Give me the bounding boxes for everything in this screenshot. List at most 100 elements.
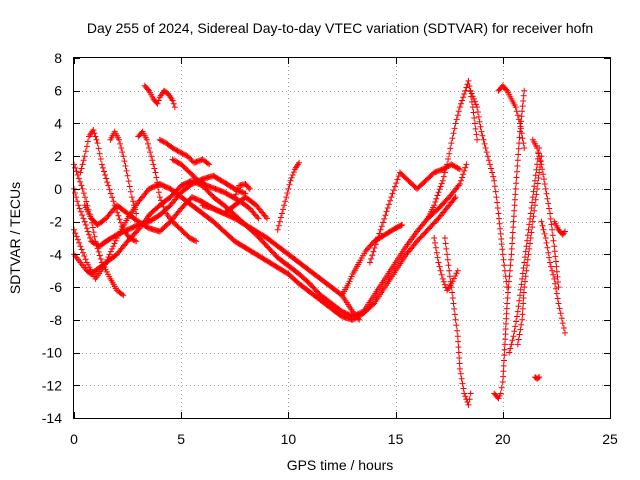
- data-point: [77, 178, 84, 185]
- data-point: [459, 97, 466, 104]
- data-point: [155, 97, 162, 104]
- data-point: [509, 229, 516, 236]
- data-point: [449, 289, 456, 296]
- data-point: [88, 215, 95, 222]
- data-point: [90, 229, 97, 236]
- data-point: [474, 104, 481, 111]
- data-point: [468, 90, 475, 97]
- data-point: [456, 355, 463, 361]
- data-point: [544, 244, 551, 251]
- data-point: [454, 267, 461, 274]
- data-point: [491, 177, 498, 184]
- data-point: [276, 218, 283, 225]
- data-point: [462, 164, 469, 171]
- data-point: [380, 219, 386, 226]
- data-point: [355, 315, 362, 322]
- series-s20: [467, 87, 511, 291]
- data-point: [553, 263, 560, 270]
- data-point: [514, 313, 520, 320]
- data-point: [544, 195, 551, 202]
- data-point: [453, 270, 460, 277]
- data-point: [448, 140, 455, 147]
- data-point: [518, 113, 525, 120]
- data-point: [130, 198, 136, 205]
- data-point: [77, 243, 84, 250]
- x-axis-label: GPS time / hours: [287, 457, 394, 473]
- x-tick-label: 5: [177, 431, 185, 447]
- data-point: [476, 118, 483, 125]
- data-point: [527, 235, 534, 241]
- data-point: [432, 199, 439, 205]
- data-point: [515, 116, 522, 123]
- data-point: [459, 174, 466, 181]
- data-point: [290, 169, 297, 176]
- data-point: [477, 123, 484, 130]
- data-point: [123, 167, 130, 174]
- data-point: [553, 290, 560, 297]
- data-point: [501, 341, 508, 348]
- data-point: [509, 337, 516, 344]
- data-point: [454, 333, 461, 340]
- data-point: [456, 104, 463, 111]
- data-point: [443, 245, 450, 252]
- data-point: [452, 120, 459, 127]
- data-point: [84, 202, 91, 209]
- data-point: [110, 243, 117, 250]
- data-point: [97, 256, 104, 262]
- data-point: [527, 210, 534, 217]
- data-point: [509, 240, 516, 247]
- series-s9: [141, 82, 178, 111]
- y-tick-label: 8: [54, 50, 62, 66]
- data-point: [501, 262, 508, 269]
- data-point: [158, 137, 164, 144]
- data-point: [543, 239, 550, 246]
- data-point: [512, 323, 519, 330]
- data-point: [534, 180, 541, 187]
- data-point: [549, 226, 556, 233]
- data-point: [434, 192, 441, 199]
- series-s12: [199, 202, 363, 323]
- data-point: [440, 278, 447, 285]
- data-point: [454, 112, 461, 119]
- data-point: [460, 385, 467, 392]
- data-point: [232, 191, 239, 198]
- data-point: [529, 224, 536, 231]
- data-point: [550, 271, 557, 278]
- data-point: [374, 237, 380, 244]
- series-s28: [532, 374, 543, 382]
- data-point: [514, 308, 521, 315]
- data-point: [512, 191, 519, 198]
- data-point: [148, 153, 155, 160]
- data-point: [507, 345, 514, 352]
- data-point: [450, 130, 457, 137]
- data-point: [98, 161, 105, 168]
- data-point: [264, 215, 270, 222]
- data-point: [456, 166, 463, 173]
- data-point: [90, 127, 97, 133]
- data-point: [450, 300, 457, 307]
- data-point: [496, 220, 503, 227]
- data-point: [548, 263, 554, 270]
- data-point: [528, 229, 535, 236]
- data-point: [82, 256, 89, 263]
- data-point: [372, 241, 379, 248]
- data-point: [500, 362, 507, 369]
- data-point: [282, 198, 289, 205]
- data-point: [531, 207, 538, 214]
- data-point: [493, 194, 500, 201]
- data-point: [462, 87, 469, 94]
- data-point: [448, 280, 455, 287]
- data-point: [158, 197, 164, 204]
- data-point: [545, 249, 552, 256]
- data-point: [547, 259, 553, 266]
- data-point: [536, 153, 543, 160]
- data-point: [506, 273, 513, 280]
- x-tick-label: 10: [281, 431, 297, 447]
- data-point: [451, 305, 458, 312]
- data-point: [81, 253, 88, 259]
- data-point: [191, 237, 198, 244]
- data-point: [516, 134, 523, 141]
- data-point: [482, 145, 489, 151]
- data-point: [441, 169, 448, 176]
